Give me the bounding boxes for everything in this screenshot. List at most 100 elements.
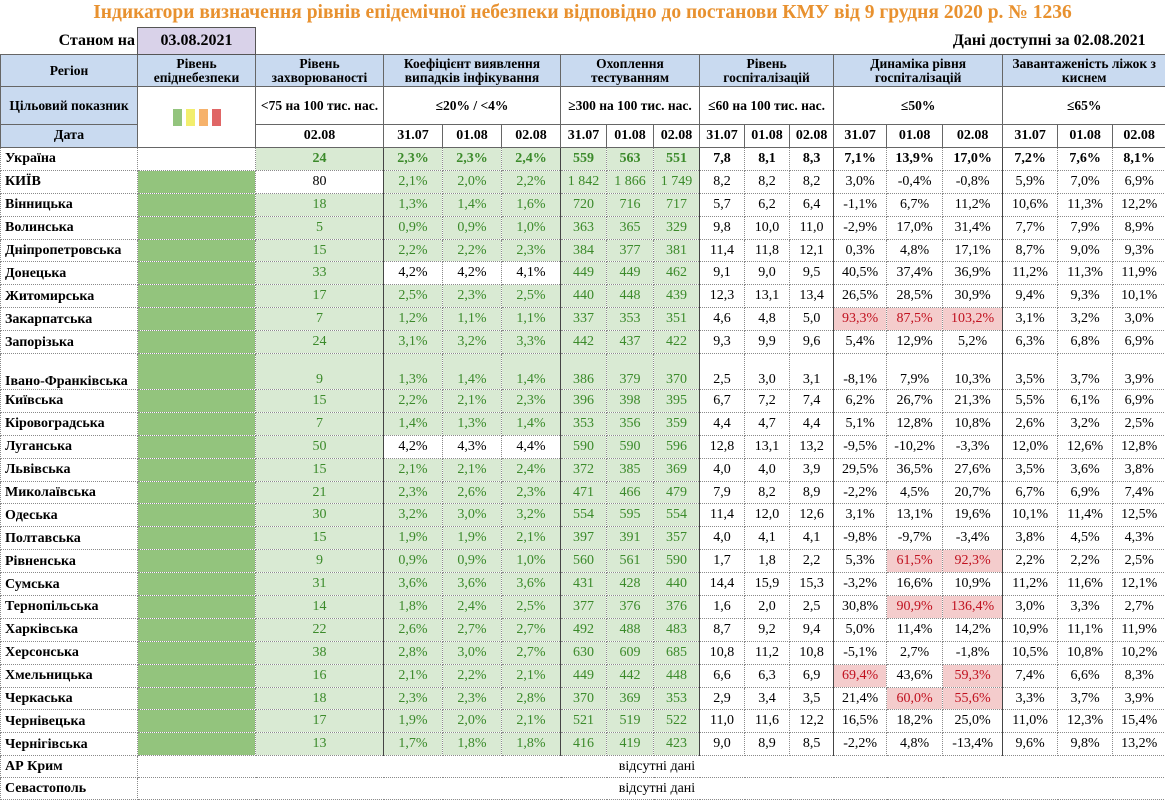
header-dyn: Динаміка рівня госпіталізацій [834, 55, 1003, 87]
hosp-value: 4,7 [745, 412, 790, 435]
beds-value: 13,2% [1113, 733, 1165, 756]
coef-value: 2,7% [443, 618, 502, 641]
testing-value: 716 [607, 193, 654, 216]
testing-value: 369 [607, 687, 654, 710]
beds-value: 10,1% [1113, 285, 1165, 308]
dyn-value: 16,6% [887, 573, 943, 596]
incidence-value: 9 [256, 354, 384, 390]
testing-value: 376 [654, 596, 700, 619]
incidence-value: 38 [256, 641, 384, 664]
level-cell [138, 148, 256, 171]
header-testing: Охоплення тестуванням [561, 55, 700, 87]
header-region: Регіон [1, 55, 138, 87]
coef-value: 2,3% [384, 148, 443, 171]
target-testing: ≥300 на 100 тис. нас. [561, 87, 700, 125]
hosp-value: 4,1 [790, 527, 834, 550]
date-test: 01.08 [607, 125, 654, 148]
hosp-value: 12,3 [700, 285, 745, 308]
hosp-value: 6,2 [745, 193, 790, 216]
coef-value: 4,2% [443, 262, 502, 285]
testing-value: 720 [561, 193, 607, 216]
coef-value: 4,2% [384, 435, 443, 458]
incidence-value: 22 [256, 618, 384, 641]
hosp-value: 2,0 [745, 596, 790, 619]
header-beds: Завантаженість ліжок з киснем [1003, 55, 1165, 87]
dyn-value: 92,3% [943, 550, 1003, 573]
testing-value: 492 [561, 618, 607, 641]
dyn-value: 5,4% [834, 331, 887, 354]
incidence-value: 17 [256, 710, 384, 733]
testing-value: 369 [654, 458, 700, 481]
testing-value: 590 [561, 435, 607, 458]
coef-value: 1,1% [443, 308, 502, 331]
testing-value: 462 [654, 262, 700, 285]
dyn-value: 6,7% [887, 193, 943, 216]
incidence-value: 15 [256, 239, 384, 262]
hosp-value: 10,0 [745, 216, 790, 239]
hosp-value: 13,1 [745, 435, 790, 458]
beds-value: 3,7% [1058, 687, 1113, 710]
testing-value: 449 [607, 262, 654, 285]
indicators-table: Станом на 03.08.2021 Дані доступні за 02… [0, 27, 1165, 800]
coef-value: 3,3% [502, 331, 561, 354]
dyn-value: 29,5% [834, 458, 887, 481]
incidence-value: 15 [256, 390, 384, 413]
dyn-value: 5,3% [834, 550, 887, 573]
hosp-value: 8,9 [790, 481, 834, 504]
region-name: Львівська [1, 458, 138, 481]
data-available-label: Дані доступні за 02.08.2021 [834, 28, 1165, 55]
beds-value: 7,0% [1058, 170, 1113, 193]
level-cell [138, 618, 256, 641]
region-name: Київська [1, 390, 138, 413]
testing-value: 595 [607, 504, 654, 527]
beds-value: 9,3% [1113, 239, 1165, 262]
date-coef: 01.08 [443, 125, 502, 148]
incidence-value: 18 [256, 193, 384, 216]
incidence-value: 7 [256, 308, 384, 331]
testing-value: 353 [561, 412, 607, 435]
dyn-value: 27,6% [943, 458, 1003, 481]
hosp-value: 4,1 [745, 527, 790, 550]
header-level: Рівень епіднебезпеки [138, 55, 256, 87]
hosp-value: 7,8 [700, 148, 745, 171]
dyn-value: 25,0% [943, 710, 1003, 733]
hosp-value: 7,9 [700, 481, 745, 504]
beds-value: 2,7% [1113, 596, 1165, 619]
date-dyn: 02.08 [943, 125, 1003, 148]
dyn-value: 18,2% [887, 710, 943, 733]
testing-value: 357 [654, 527, 700, 550]
dyn-value: 93,3% [834, 308, 887, 331]
coef-value: 2,2% [443, 239, 502, 262]
header-coef: Коефіцієнт виявлення випадків інфікуванн… [384, 55, 561, 87]
hosp-value: 1,8 [745, 550, 790, 573]
dyn-value: 16,5% [834, 710, 887, 733]
level-cell [138, 216, 256, 239]
region-name: Чернівецька [1, 710, 138, 733]
date-coef: 31.07 [384, 125, 443, 148]
coef-value: 2,1% [502, 710, 561, 733]
beds-value: 3,8% [1113, 458, 1165, 481]
date-beds: 31.07 [1003, 125, 1058, 148]
dyn-value: 11,4% [887, 618, 943, 641]
beds-value: 9,8% [1058, 733, 1113, 756]
hosp-value: 2,9 [700, 687, 745, 710]
incidence-value: 33 [256, 262, 384, 285]
region-name: КИЇВ [1, 170, 138, 193]
incidence-value: 14 [256, 596, 384, 619]
beds-value: 8,1% [1113, 148, 1165, 171]
dyn-value: 7,1% [834, 148, 887, 171]
testing-value: 563 [607, 148, 654, 171]
level-cell [138, 550, 256, 573]
hosp-value: 9,5 [790, 262, 834, 285]
testing-value: 554 [561, 504, 607, 527]
coef-value: 2,3% [502, 239, 561, 262]
beds-value: 3,9% [1113, 687, 1165, 710]
dyn-value: -3,3% [943, 435, 1003, 458]
hosp-value: 11,0 [700, 710, 745, 733]
testing-value: 561 [607, 550, 654, 573]
beds-value: 11,2% [1003, 262, 1058, 285]
level-swatch [212, 109, 221, 126]
